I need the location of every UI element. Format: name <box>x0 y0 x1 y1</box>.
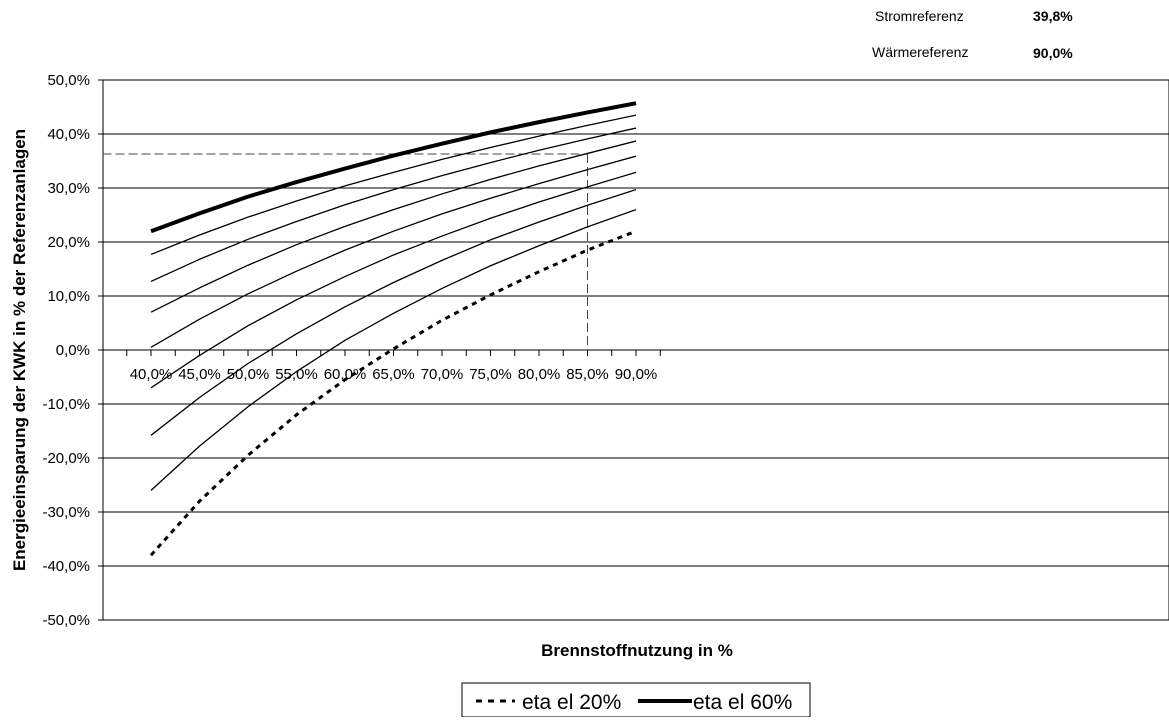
y-tick-label-6: -10,0% <box>42 396 90 413</box>
x-tick-label-6: 70,0% <box>421 366 464 383</box>
series-line-3 <box>150 171 637 389</box>
y-tick-label-3: 20,0% <box>47 234 90 251</box>
y-tick-label-0: 50,0% <box>47 72 90 89</box>
y-tick-label-10: -50,0% <box>42 612 90 629</box>
series-line-5 <box>150 140 637 313</box>
y-axis-ticks: 50,0% 40,0% 30,0% 20,0% 10,0% 0,0% -10,0% -20,0… <box>42 72 103 629</box>
series-line-6 <box>150 127 637 283</box>
series-line-8 <box>150 101 637 234</box>
y-tick-label-9: -40,0% <box>42 558 90 575</box>
x-tick-label-10: 90,0% <box>615 366 658 383</box>
series-line-7 <box>150 114 637 256</box>
y-tick-label-4: 10,0% <box>47 288 90 305</box>
legend-label-eta-el-20: eta el 20% <box>522 691 621 714</box>
x-tick-label-8: 80,0% <box>518 366 561 383</box>
reference-label-strom: Stromreferenz <box>875 8 964 24</box>
x-tick-label-4: 60,0% <box>324 366 367 383</box>
y-tick-label-2: 30,0% <box>47 180 90 197</box>
y-tick-label-1: 40,0% <box>47 126 90 143</box>
reference-value-waerme: 90,0% <box>1033 45 1073 61</box>
y-tick-label-7: -20,0% <box>42 450 90 467</box>
series-line-4 <box>150 155 637 348</box>
y-tick-label-5: 0,0% <box>56 342 90 359</box>
y-axis-title: Energieeinsparung der KWK in % der Refer… <box>10 129 29 571</box>
reference-value-strom: 39,8% <box>1033 8 1073 24</box>
x-tick-label-7: 75,0% <box>469 366 512 383</box>
y-tick-label-8: -30,0% <box>42 504 90 521</box>
series-lines <box>149 101 637 557</box>
x-tick-label-5: 65,0% <box>372 366 415 383</box>
x-tick-label-1: 45,0% <box>178 366 221 383</box>
legend: eta el 20% eta el 60% <box>461 682 811 718</box>
x-tick-label-0: 40,0% <box>130 366 173 383</box>
series-line-0 <box>149 229 637 557</box>
reference-block: Stromreferenz 39,8% Wärmereferenz 90,0% <box>872 8 1073 61</box>
legend-label-eta-el-60: eta el 60% <box>693 691 792 714</box>
x-tick-label-9: 85,0% <box>566 366 609 383</box>
series-line-2 <box>150 189 637 436</box>
reference-label-waerme: Wärmereferenz <box>872 44 968 60</box>
x-axis-title: Brennstoffnutzung in % <box>541 641 733 660</box>
x-tick-label-3: 55,0% <box>275 366 318 383</box>
legend-box <box>461 682 811 718</box>
annotation-lines <box>102 153 588 348</box>
x-axis: 40,0% 45,0% 50,0% 55,0% 60,0% 65,0% 70,0% 75,0%… <box>126 350 661 383</box>
series-line-1 <box>150 208 637 491</box>
